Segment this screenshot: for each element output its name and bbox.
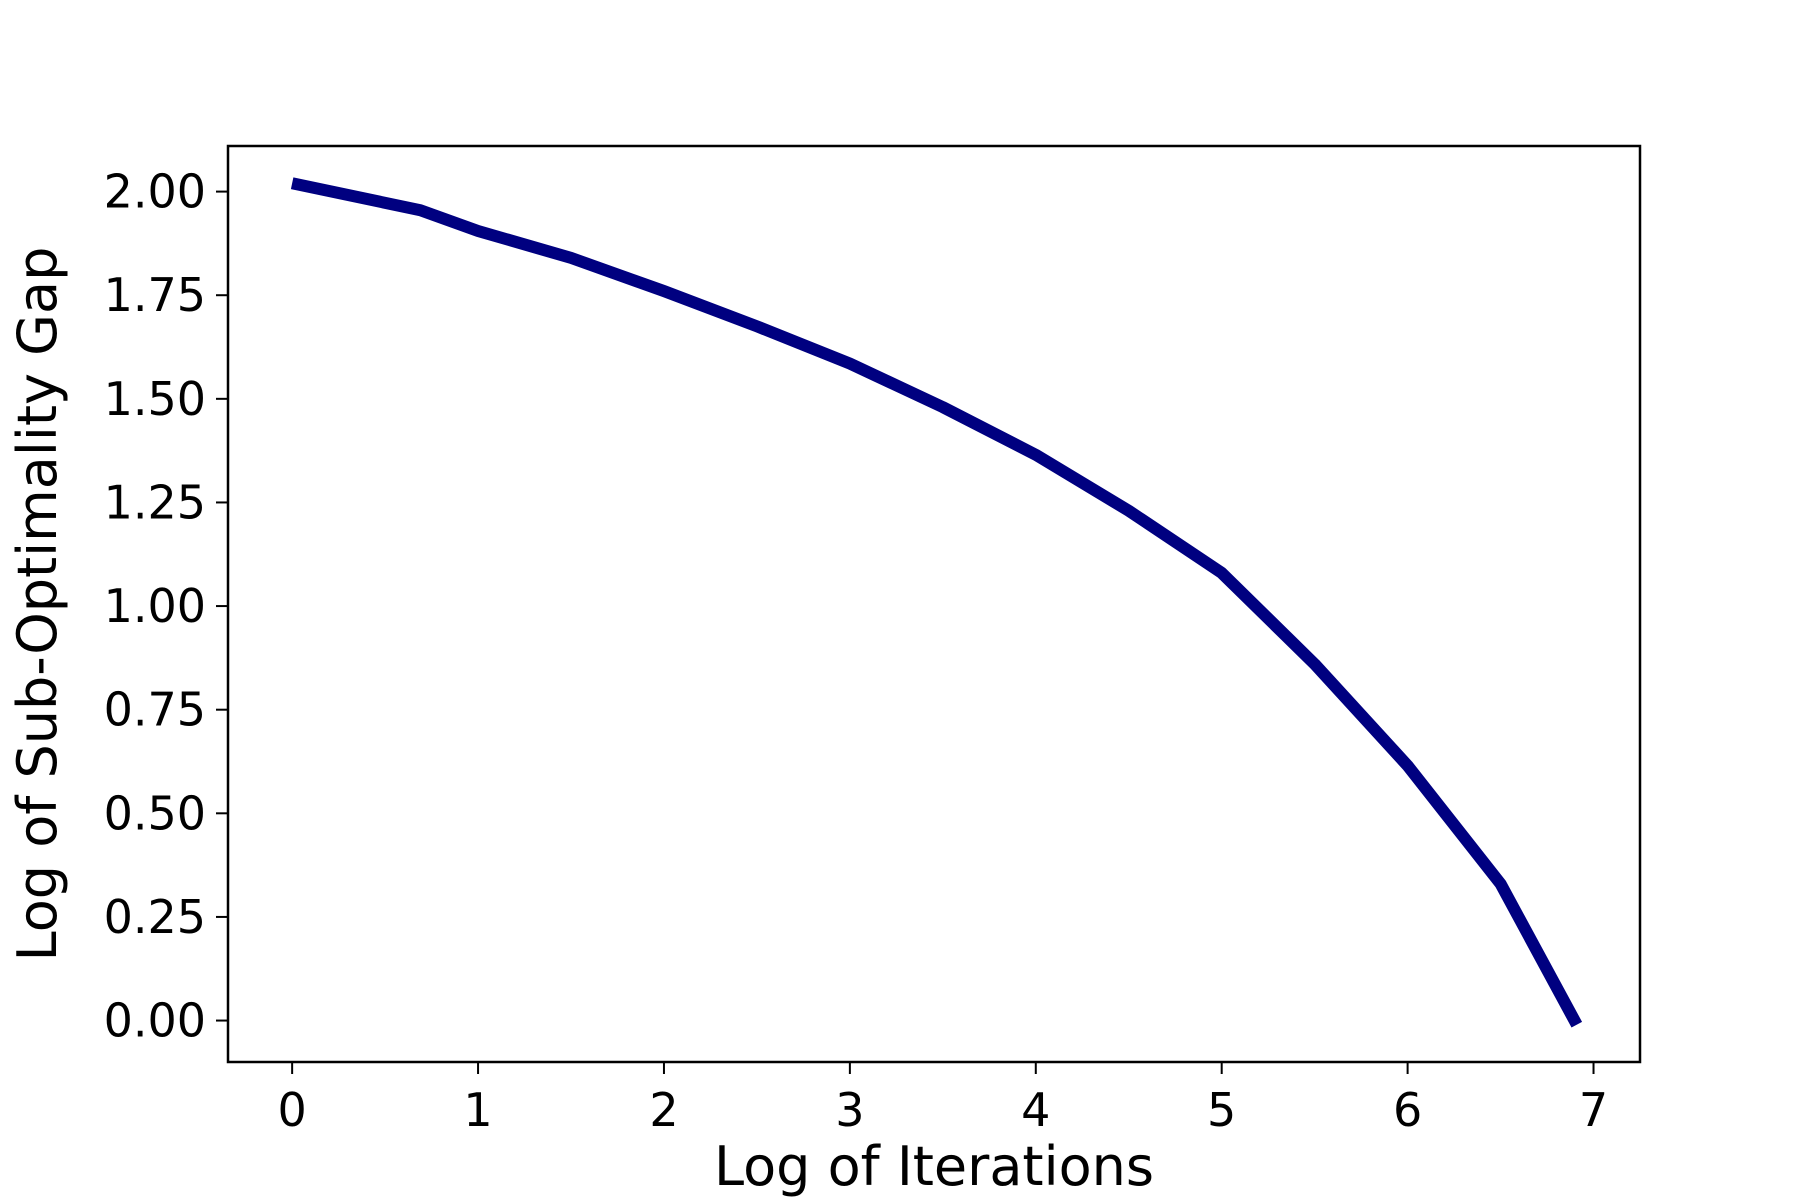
data-line [290, 177, 1583, 1028]
y-tick-label: 1.00 [104, 579, 206, 633]
y-axis-label: Log of Sub-Optimality Gap [6, 247, 69, 962]
y-tick-label: 2.00 [104, 165, 206, 219]
x-tick-label: 7 [1579, 1083, 1608, 1137]
x-tick-label: 4 [1021, 1083, 1050, 1137]
x-tick-label: 0 [277, 1083, 306, 1137]
x-tick-label: 5 [1207, 1083, 1236, 1137]
y-tick-label: 1.25 [104, 475, 206, 529]
x-tick-label: 6 [1393, 1083, 1422, 1137]
y-tick-label: 0.50 [104, 786, 206, 840]
y-tick-label: 0.75 [104, 683, 206, 737]
y-tick-label: 0.25 [104, 890, 206, 944]
x-tick-label: 3 [835, 1083, 864, 1137]
y-tick-label: 0.00 [104, 994, 206, 1048]
x-tick-label: 1 [463, 1083, 492, 1137]
plot-frame [226, 144, 1642, 1064]
y-tick-label: 1.50 [104, 372, 206, 426]
x-tick-label: 2 [649, 1083, 678, 1137]
y-tick-label: 1.75 [104, 268, 206, 322]
x-axis-label: Log of Iterations [714, 1135, 1154, 1198]
